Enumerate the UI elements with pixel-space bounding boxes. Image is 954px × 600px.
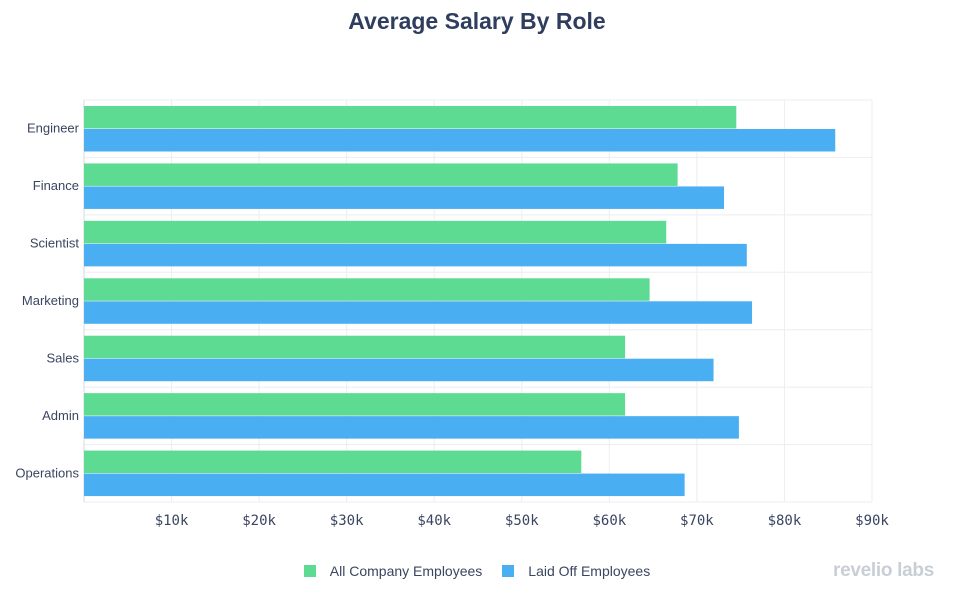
legend-swatch-laid-off [502,565,515,577]
category-label: Scientist [30,236,80,251]
bar-sales-laid-off[interactable] [84,358,714,382]
x-tick-label: $60k [592,513,626,529]
bar-marketing-all-company[interactable] [84,278,650,301]
bar-sales-all-company[interactable] [84,335,626,359]
x-tick-label: $90k [855,513,889,529]
x-tick-label: $80k [768,513,802,529]
bar-engineer-all-company[interactable] [84,106,737,129]
bar-scientist-all-company[interactable] [84,220,667,244]
legend-swatch-all-company [303,565,316,577]
bar-admin-laid-off[interactable] [84,416,739,439]
bar-admin-all-company[interactable] [84,393,626,416]
chart-legend: All Company Employees Laid Off Employees [0,563,954,579]
x-tick-label: $70k [680,513,714,529]
bar-finance-all-company[interactable] [84,163,678,186]
legend-item-all-company[interactable]: All Company Employees [303,563,483,579]
category-label: Finance [33,178,79,193]
category-label: Sales [46,350,79,365]
x-tick-label: $20k [242,513,276,529]
bar-operations-laid-off[interactable] [84,473,685,497]
legend-label-all-company: All Company Employees [329,563,483,579]
category-label: Marketing [22,293,79,308]
bar-operations-all-company[interactable] [84,450,582,474]
brand-watermark: revelio labs [833,560,934,581]
bar-finance-laid-off[interactable] [84,186,725,209]
chart-title: Average Salary By Role [348,8,606,34]
category-label: Operations [15,465,79,480]
x-tick-label: $10k [155,513,189,529]
legend-item-laid-off[interactable]: Laid Off Employees [502,563,650,579]
bar-scientist-laid-off[interactable] [84,243,747,267]
category-label: Engineer [27,121,80,136]
category-label: Admin [42,408,79,423]
x-tick-label: $50k [505,513,539,529]
bar-marketing-laid-off[interactable] [84,301,753,324]
bar-engineer-laid-off[interactable] [84,129,836,152]
x-tick-label: $30k [330,513,364,529]
legend-label-laid-off: Laid Off Employees [528,563,651,579]
x-tick-label: $40k [417,513,451,529]
